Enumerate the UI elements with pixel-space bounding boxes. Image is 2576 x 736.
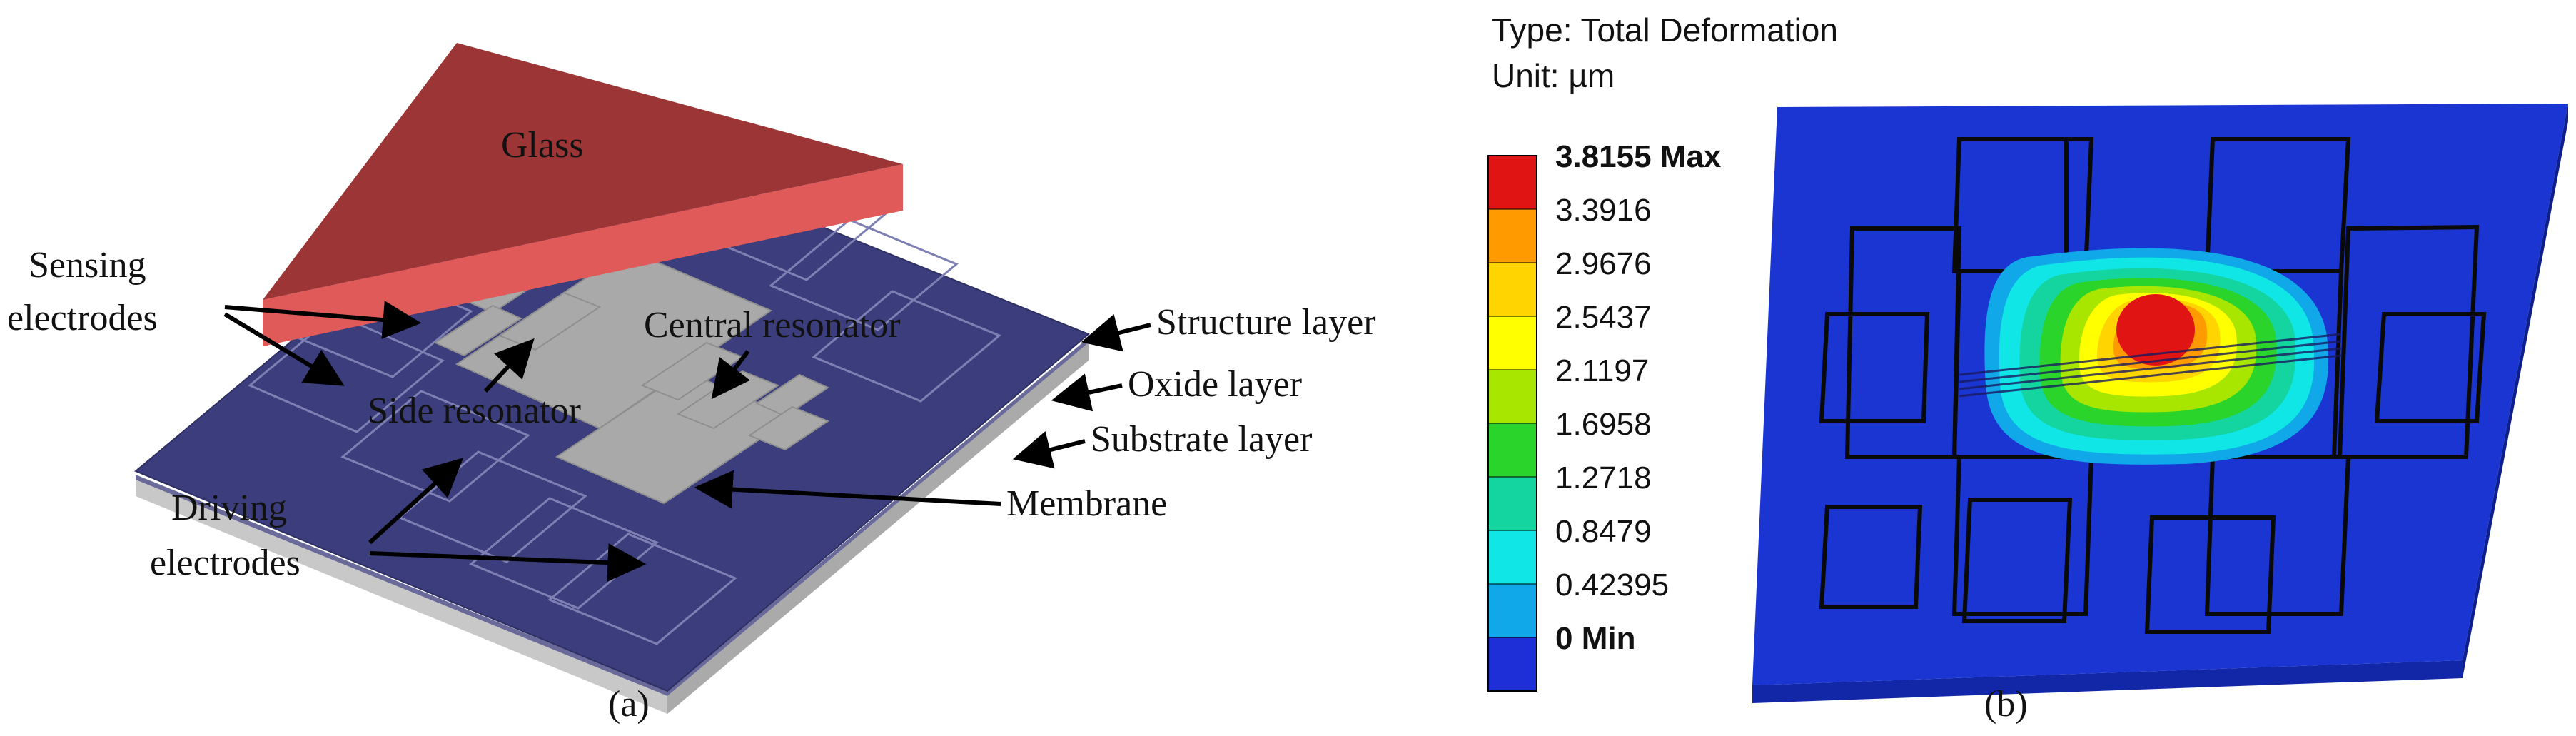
label-glass: Glass bbox=[501, 125, 584, 166]
legend-swatch bbox=[1487, 369, 1537, 424]
contour-max bbox=[2116, 294, 2195, 366]
legend-label: 0 Min bbox=[1555, 621, 1635, 656]
type-label: Type: Total Deformation bbox=[1492, 11, 1838, 49]
caption-b: (b) bbox=[1984, 684, 2028, 725]
legend-label: 0.8479 bbox=[1555, 514, 1652, 549]
deformation-legend: 3.8155 Max 3.3916 2.9676 2.5437 2.1197 1.6958… bbox=[1487, 139, 1722, 692]
legend-swatch bbox=[1487, 316, 1537, 370]
substrate-layer-front-face bbox=[136, 480, 667, 714]
arrow-membrane bbox=[694, 470, 1001, 509]
legend-label: 2.1197 bbox=[1555, 353, 1649, 388]
legend-swatch bbox=[1487, 155, 1537, 210]
plate-slots bbox=[1819, 137, 2487, 634]
glass-edge-face bbox=[263, 164, 903, 346]
label-central-resonator: Central resonator bbox=[644, 305, 901, 346]
arrow-substrate-layer bbox=[1012, 431, 1086, 469]
label-driving-2: electrodes bbox=[150, 543, 300, 583]
label-structure-layer: Structure layer bbox=[1156, 302, 1376, 343]
legend-label: 3.3916 bbox=[1555, 193, 1652, 228]
label-sensing-2: electrodes bbox=[7, 298, 158, 338]
plate-side-face bbox=[1752, 660, 2463, 703]
label-arrows bbox=[223, 301, 1151, 583]
side-resonator-arm-3 bbox=[433, 304, 523, 357]
label-oxide-layer: Oxide layer bbox=[1128, 364, 1302, 405]
legend-swatch bbox=[1487, 583, 1537, 638]
legend-label: 1.6958 bbox=[1555, 407, 1652, 442]
arrow-structure-layer bbox=[1081, 314, 1151, 352]
arrow-driving-bottom bbox=[369, 543, 647, 583]
panel-a-device-diagram: Glass Sensing electrodes Central resonat… bbox=[7, 43, 1376, 725]
electrode-pad-1 bbox=[747, 405, 830, 451]
legend-swatch bbox=[1487, 262, 1537, 317]
legend-label: 0.42395 bbox=[1555, 568, 1669, 603]
legend-swatch bbox=[1487, 530, 1537, 585]
label-side-resonator: Side resonator bbox=[368, 390, 581, 431]
legend-swatch bbox=[1487, 476, 1537, 531]
glass-top-face bbox=[263, 43, 903, 300]
central-resonator-arm-3 bbox=[754, 373, 830, 418]
plate-right-face bbox=[2463, 104, 2568, 678]
substrate-layer-right-face bbox=[667, 343, 1089, 714]
label-substrate-layer: Substrate layer bbox=[1091, 419, 1312, 460]
legend-label: 3.8155 Max bbox=[1555, 139, 1722, 174]
legend-label: 1.2718 bbox=[1555, 460, 1652, 495]
caption-a: (a) bbox=[608, 684, 650, 725]
arrow-side-resonator bbox=[483, 338, 535, 393]
legend-label: 2.5437 bbox=[1555, 300, 1652, 335]
panel-b-simulation: Type: Total Deformation Unit: µm 3.8155 … bbox=[1487, 11, 2568, 725]
legend-swatch bbox=[1487, 637, 1537, 692]
arrow-central-resonator bbox=[711, 350, 750, 400]
arrow-sensing-top bbox=[224, 301, 422, 339]
label-sensing-1: Sensing bbox=[29, 245, 146, 286]
legend-swatch bbox=[1487, 208, 1537, 263]
arrow-sensing-bottom bbox=[223, 312, 345, 386]
legend-swatch bbox=[1487, 423, 1537, 478]
label-driving-1: Driving bbox=[171, 488, 287, 528]
arrow-oxide-layer bbox=[1051, 373, 1123, 412]
deformation-contours bbox=[1959, 248, 2342, 465]
legend-frame bbox=[1487, 155, 1537, 692]
legend-label: 2.9676 bbox=[1555, 246, 1652, 281]
arrow-driving-top bbox=[368, 458, 464, 545]
unit-label: Unit: µm bbox=[1492, 57, 1615, 94]
membrane bbox=[455, 248, 773, 430]
label-membrane: Membrane bbox=[1006, 483, 1167, 524]
